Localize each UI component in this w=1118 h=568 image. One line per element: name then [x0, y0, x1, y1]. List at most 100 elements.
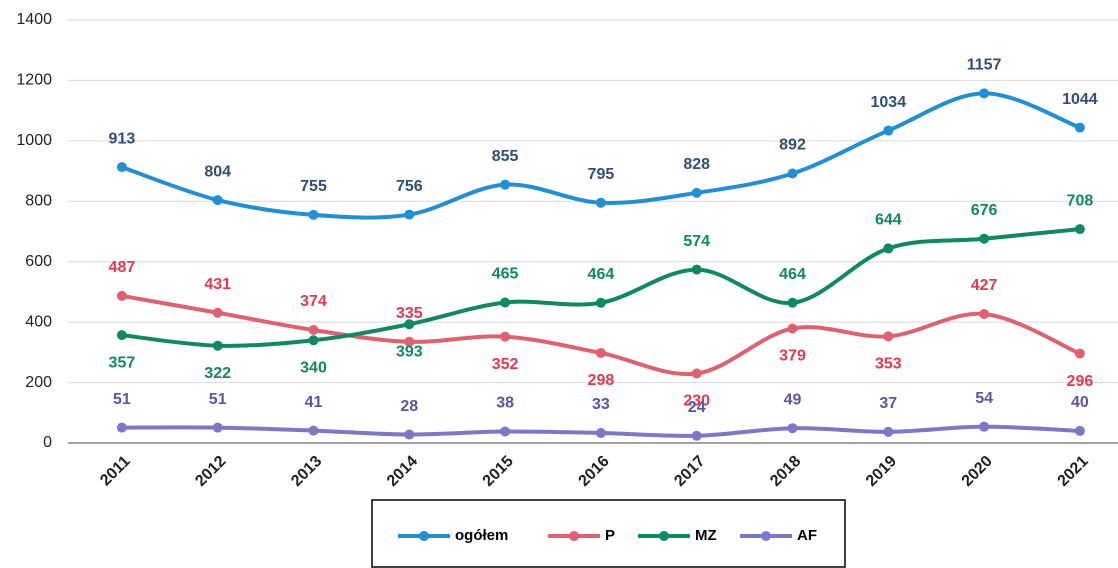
point	[883, 243, 894, 254]
point	[595, 197, 606, 208]
data-label: 756	[396, 178, 423, 195]
y-tick-label: 1400	[16, 11, 52, 28]
data-label: 464	[588, 266, 615, 283]
point	[883, 125, 894, 136]
point	[404, 319, 415, 330]
data-label: 828	[683, 156, 710, 173]
x-tick-label: 2020	[959, 453, 996, 490]
data-label: 374	[300, 293, 327, 310]
data-label: 464	[779, 266, 806, 283]
data-label: 353	[875, 356, 902, 373]
point	[691, 430, 702, 441]
point	[116, 330, 127, 341]
data-label: 465	[492, 266, 519, 283]
point	[308, 425, 319, 436]
x-tick-label: 2013	[288, 453, 325, 490]
point	[595, 297, 606, 308]
data-label: 708	[1067, 192, 1094, 209]
point	[308, 209, 319, 220]
data-label: 1044	[1062, 91, 1098, 108]
point	[212, 422, 223, 433]
data-label: 427	[971, 277, 998, 294]
legend-label: MZ	[695, 527, 717, 544]
point	[500, 331, 511, 342]
data-label: 487	[109, 259, 136, 276]
data-label: 335	[396, 305, 423, 322]
y-tick-label: 0	[43, 434, 52, 451]
data-label: 54	[975, 390, 993, 407]
series-line	[119, 227, 1082, 348]
point	[1074, 425, 1085, 436]
data-label: 298	[588, 372, 615, 389]
data-label: 892	[779, 137, 806, 154]
point	[500, 426, 511, 437]
legend-label: ogółem	[455, 527, 508, 544]
data-label: 230	[683, 393, 710, 410]
point	[404, 429, 415, 440]
data-label: 322	[204, 365, 231, 382]
y-tick-label: 600	[25, 253, 52, 270]
point	[979, 308, 990, 319]
point	[212, 307, 223, 318]
data-label: 676	[971, 202, 998, 219]
legend-marker	[761, 531, 771, 541]
point	[787, 168, 798, 179]
point	[691, 264, 702, 275]
x-tick-label: 2019	[863, 453, 900, 490]
point	[500, 297, 511, 308]
point	[787, 323, 798, 334]
point	[787, 297, 798, 308]
x-tick-label: 2014	[384, 453, 421, 490]
point	[979, 233, 990, 244]
data-label: 40	[1071, 394, 1089, 411]
data-label: 51	[113, 391, 131, 408]
point	[787, 423, 798, 434]
x-tick-label: 2015	[480, 453, 517, 490]
point	[308, 335, 319, 346]
x-tick-label: 2011	[97, 453, 134, 490]
y-tick-label: 200	[25, 374, 52, 391]
data-label: 33	[592, 396, 610, 413]
data-label: 393	[396, 343, 423, 360]
x-tick-label: 2018	[767, 453, 804, 490]
data-label: 804	[204, 163, 231, 180]
legend-label: AF	[797, 527, 817, 544]
point	[404, 336, 415, 347]
data-label: 28	[400, 398, 418, 415]
point	[116, 162, 127, 173]
data-label: 38	[496, 395, 514, 412]
data-label: 41	[305, 394, 323, 411]
point	[500, 179, 511, 190]
data-label: 795	[588, 166, 615, 183]
point	[595, 428, 606, 439]
point	[1074, 122, 1085, 133]
legend-marker	[419, 531, 429, 541]
data-label: 49	[784, 391, 802, 408]
data-label: 24	[688, 399, 706, 416]
y-tick-label: 1000	[16, 132, 52, 149]
series-line	[119, 293, 1082, 377]
data-label: 644	[875, 212, 902, 229]
point	[1074, 224, 1085, 235]
point	[691, 368, 702, 379]
point	[308, 324, 319, 335]
data-label: 340	[300, 359, 327, 376]
data-label: 1157	[967, 57, 1002, 74]
point	[212, 195, 223, 206]
point	[979, 88, 990, 99]
legend-marker	[659, 531, 669, 541]
data-label: 574	[683, 233, 710, 250]
data-label: 431	[204, 276, 231, 293]
x-tick-label: 2016	[576, 453, 613, 490]
point	[1074, 348, 1085, 359]
x-tick-label: 2017	[671, 453, 708, 490]
point	[116, 422, 127, 433]
data-label: 1034	[871, 94, 907, 111]
point	[883, 331, 894, 342]
y-tick-label: 400	[25, 313, 52, 330]
x-tick-label: 2012	[192, 453, 229, 490]
point	[116, 290, 127, 301]
data-label: 37	[879, 395, 897, 412]
legend-marker	[569, 531, 579, 541]
